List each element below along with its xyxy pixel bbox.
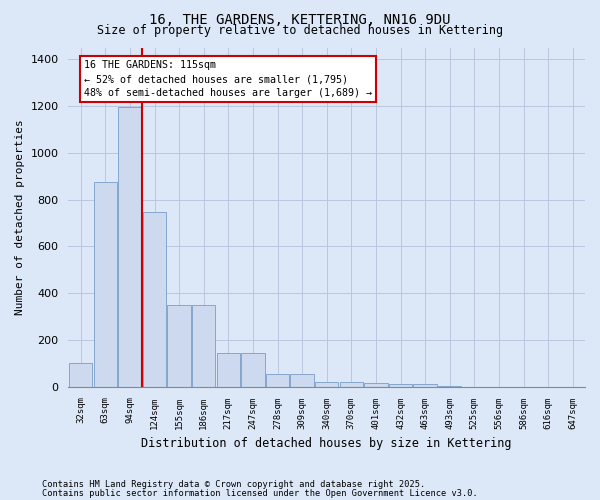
Bar — [389, 384, 412, 386]
Bar — [192, 305, 215, 386]
Bar — [241, 353, 265, 386]
Text: Contains public sector information licensed under the Open Government Licence v3: Contains public sector information licen… — [42, 488, 478, 498]
Text: Contains HM Land Registry data © Crown copyright and database right 2025.: Contains HM Land Registry data © Crown c… — [42, 480, 425, 489]
Y-axis label: Number of detached properties: Number of detached properties — [15, 119, 25, 315]
Text: Size of property relative to detached houses in Kettering: Size of property relative to detached ho… — [97, 24, 503, 37]
Bar — [413, 384, 437, 386]
Bar — [340, 382, 363, 386]
Bar — [69, 364, 92, 386]
Bar — [118, 107, 142, 386]
X-axis label: Distribution of detached houses by size in Kettering: Distribution of detached houses by size … — [142, 437, 512, 450]
Bar — [167, 305, 191, 386]
Bar — [217, 353, 240, 386]
Bar — [290, 374, 314, 386]
Bar — [266, 374, 289, 386]
Text: 16 THE GARDENS: 115sqm
← 52% of detached houses are smaller (1,795)
48% of semi-: 16 THE GARDENS: 115sqm ← 52% of detached… — [85, 60, 373, 98]
Bar — [94, 182, 117, 386]
Bar — [143, 212, 166, 386]
Bar — [315, 382, 338, 386]
Bar — [364, 383, 388, 386]
Text: 16, THE GARDENS, KETTERING, NN16 9DU: 16, THE GARDENS, KETTERING, NN16 9DU — [149, 12, 451, 26]
